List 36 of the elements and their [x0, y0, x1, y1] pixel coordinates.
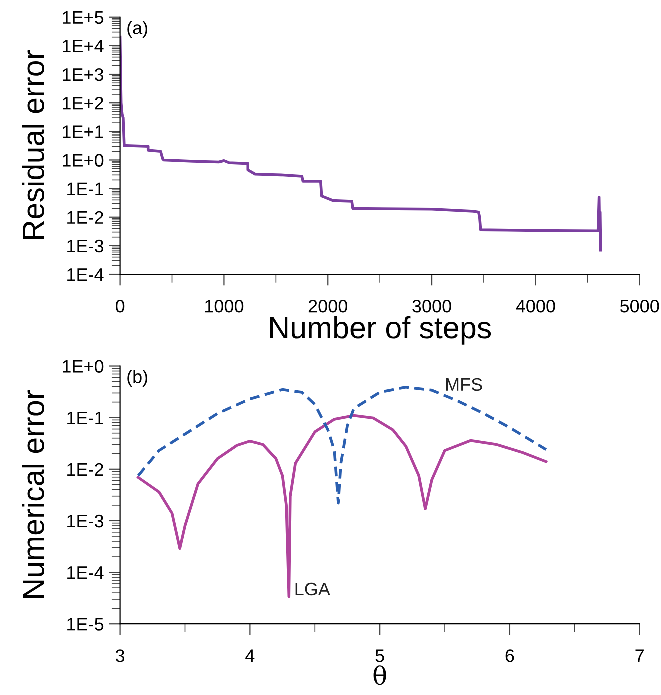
x-tick-label: 2000	[308, 300, 348, 313]
x-tick-label: 6	[506, 650, 514, 662]
line-series	[137, 414, 548, 598]
x-tick-label: 3	[116, 650, 125, 662]
y-tick-label: 1E+2	[63, 97, 104, 110]
annotation: (a)	[128, 21, 148, 38]
y-tick-label: 1E-3	[68, 240, 104, 253]
x-tick-label: 3000	[412, 300, 452, 313]
y-axis-title: Residual error	[22, 50, 45, 240]
x-tick-label: 5000	[620, 300, 660, 313]
y-tick-label: 1E-4	[68, 566, 104, 580]
y-tick-label: 1E+0	[63, 154, 104, 167]
y-tick-label: 1E+5	[63, 11, 104, 24]
y-tick-label: 1E-4	[68, 268, 104, 282]
y-tick-label: 1E+0	[63, 360, 104, 373]
x-axis-title: θ	[374, 666, 386, 686]
x-tick-label: 4000	[516, 300, 556, 313]
y-tick-label: 1E-1	[68, 182, 104, 196]
y-tick-label: 1E+4	[63, 40, 104, 52]
x-tick-label: 1000	[206, 300, 244, 313]
series-label: LGA	[296, 582, 330, 596]
y-tick-label: 1E+1	[63, 126, 104, 138]
x-tick-label: 7	[636, 650, 644, 662]
y-tick-label: 1E-5	[68, 618, 104, 631]
x-tick-label: 0	[116, 300, 125, 313]
annotation: (b)	[128, 370, 148, 387]
y-tick-label: 1E-1	[68, 412, 104, 424]
y-tick-label: 1E-2	[68, 211, 104, 224]
series-label: MFS	[446, 378, 482, 392]
y-axis-title: Numerical error	[22, 390, 45, 598]
y-tick-label: 1E+3	[63, 68, 104, 82]
x-axis-title: Number of steps	[270, 316, 492, 345]
x-tick-label: 5	[376, 650, 384, 662]
y-tick-label: 1E-2	[68, 463, 104, 476]
y-tick-label: 1E-3	[68, 514, 104, 528]
x-tick-label: 4	[246, 650, 255, 662]
